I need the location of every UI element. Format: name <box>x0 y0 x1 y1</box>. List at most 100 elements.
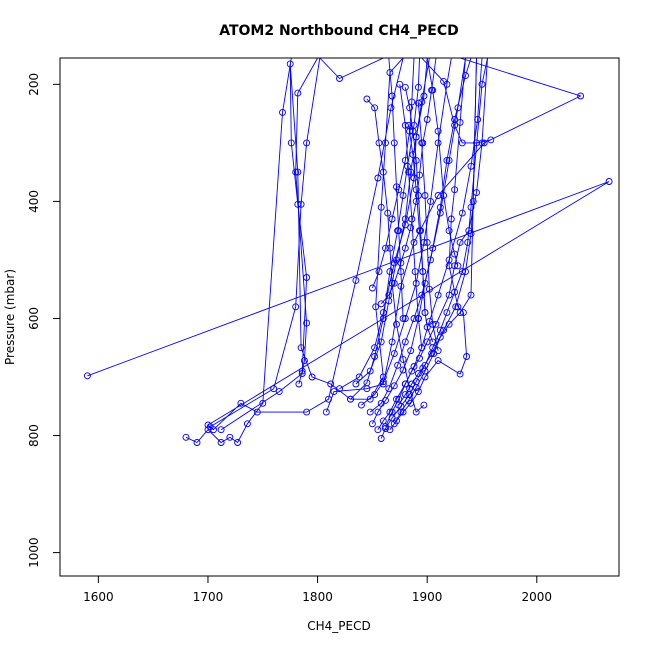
data-point <box>308 373 316 381</box>
data-point <box>399 315 407 322</box>
profile-series <box>377 58 437 308</box>
data-point <box>456 238 464 246</box>
x-axis: 1600 1700 1800 1900 2000 <box>83 576 552 604</box>
data-point <box>412 186 420 194</box>
data-point <box>368 420 376 428</box>
series-line <box>339 58 428 390</box>
data-point <box>443 309 451 317</box>
data-point <box>295 380 303 388</box>
data-point <box>421 192 429 199</box>
chart-title: ATOM2 Northbound CH4_PECD <box>219 23 459 39</box>
data-point <box>363 95 371 103</box>
data-point <box>397 268 405 276</box>
data-point <box>374 426 382 434</box>
data-point <box>421 279 429 287</box>
data-point <box>401 156 409 164</box>
data-point <box>379 168 387 176</box>
data-point <box>434 357 442 365</box>
data-point <box>434 127 442 135</box>
y-tick-label: 1000 <box>27 537 41 568</box>
data-point <box>322 408 330 416</box>
x-tick-label: 1700 <box>193 590 224 604</box>
data-point <box>452 303 460 311</box>
data-point <box>423 323 431 331</box>
data-point <box>377 203 385 211</box>
series-line <box>393 58 477 425</box>
data-point <box>366 395 374 403</box>
data-point <box>405 396 413 404</box>
data-point <box>412 408 420 416</box>
data-point <box>386 244 394 252</box>
y-axis: 200 400 600 800 1000 <box>27 73 60 568</box>
y-tick-label: 200 <box>27 73 41 96</box>
data-point <box>336 385 343 393</box>
data-point <box>434 139 442 147</box>
data-point <box>355 373 363 381</box>
series-line <box>417 103 439 351</box>
data-point <box>375 139 383 147</box>
data-point <box>418 98 426 106</box>
data-point <box>420 401 428 409</box>
x-tick-label: 1900 <box>412 590 443 604</box>
data-point <box>425 285 433 293</box>
data-point <box>303 319 311 327</box>
x-tick-label: 2000 <box>522 590 553 604</box>
data-point <box>443 80 451 88</box>
profile-series <box>368 58 472 428</box>
data-point <box>423 116 431 123</box>
data-point <box>418 139 426 147</box>
data-point <box>434 192 442 199</box>
data-point <box>416 171 423 179</box>
data-point <box>330 388 338 396</box>
data-point <box>386 408 394 416</box>
data-point <box>382 139 389 147</box>
data-point <box>377 435 385 442</box>
data-point <box>385 291 393 299</box>
data-point <box>467 203 475 211</box>
data-point <box>377 300 385 308</box>
data-point <box>352 276 360 284</box>
series-line <box>389 58 468 430</box>
profile-series <box>405 121 429 317</box>
data-point <box>259 399 267 407</box>
data-point <box>401 244 409 252</box>
data-point <box>363 379 371 387</box>
data-point <box>388 279 396 287</box>
data-point <box>408 215 416 223</box>
data-point <box>298 370 306 377</box>
data-point <box>379 417 387 425</box>
data-point <box>429 86 437 94</box>
data-point <box>445 227 453 235</box>
data-point <box>436 203 444 211</box>
data-point <box>406 385 414 393</box>
data-point <box>458 268 466 276</box>
data-point <box>292 303 300 311</box>
data-point <box>297 344 305 352</box>
data-point <box>386 268 394 276</box>
data-point <box>357 401 365 409</box>
series-line <box>220 58 491 431</box>
data-point <box>401 83 409 91</box>
data-point <box>375 268 383 276</box>
data-point <box>397 282 405 290</box>
data-point <box>352 380 360 388</box>
profile-series <box>336 58 428 393</box>
data-point <box>401 315 409 322</box>
data-point <box>327 380 335 388</box>
data-point <box>423 238 431 246</box>
profile-series <box>388 58 407 322</box>
data-point <box>382 244 389 252</box>
data-point <box>399 366 407 374</box>
profile-series <box>206 58 585 431</box>
data-point <box>487 136 495 144</box>
data-point <box>451 186 459 194</box>
series-line <box>388 58 404 319</box>
data-point <box>371 104 379 112</box>
data-point <box>390 139 398 147</box>
data-point <box>605 178 613 185</box>
data-point <box>253 408 261 416</box>
data-point <box>226 433 234 441</box>
data-point <box>396 80 404 88</box>
data-point <box>390 382 398 390</box>
data-point <box>445 156 453 164</box>
